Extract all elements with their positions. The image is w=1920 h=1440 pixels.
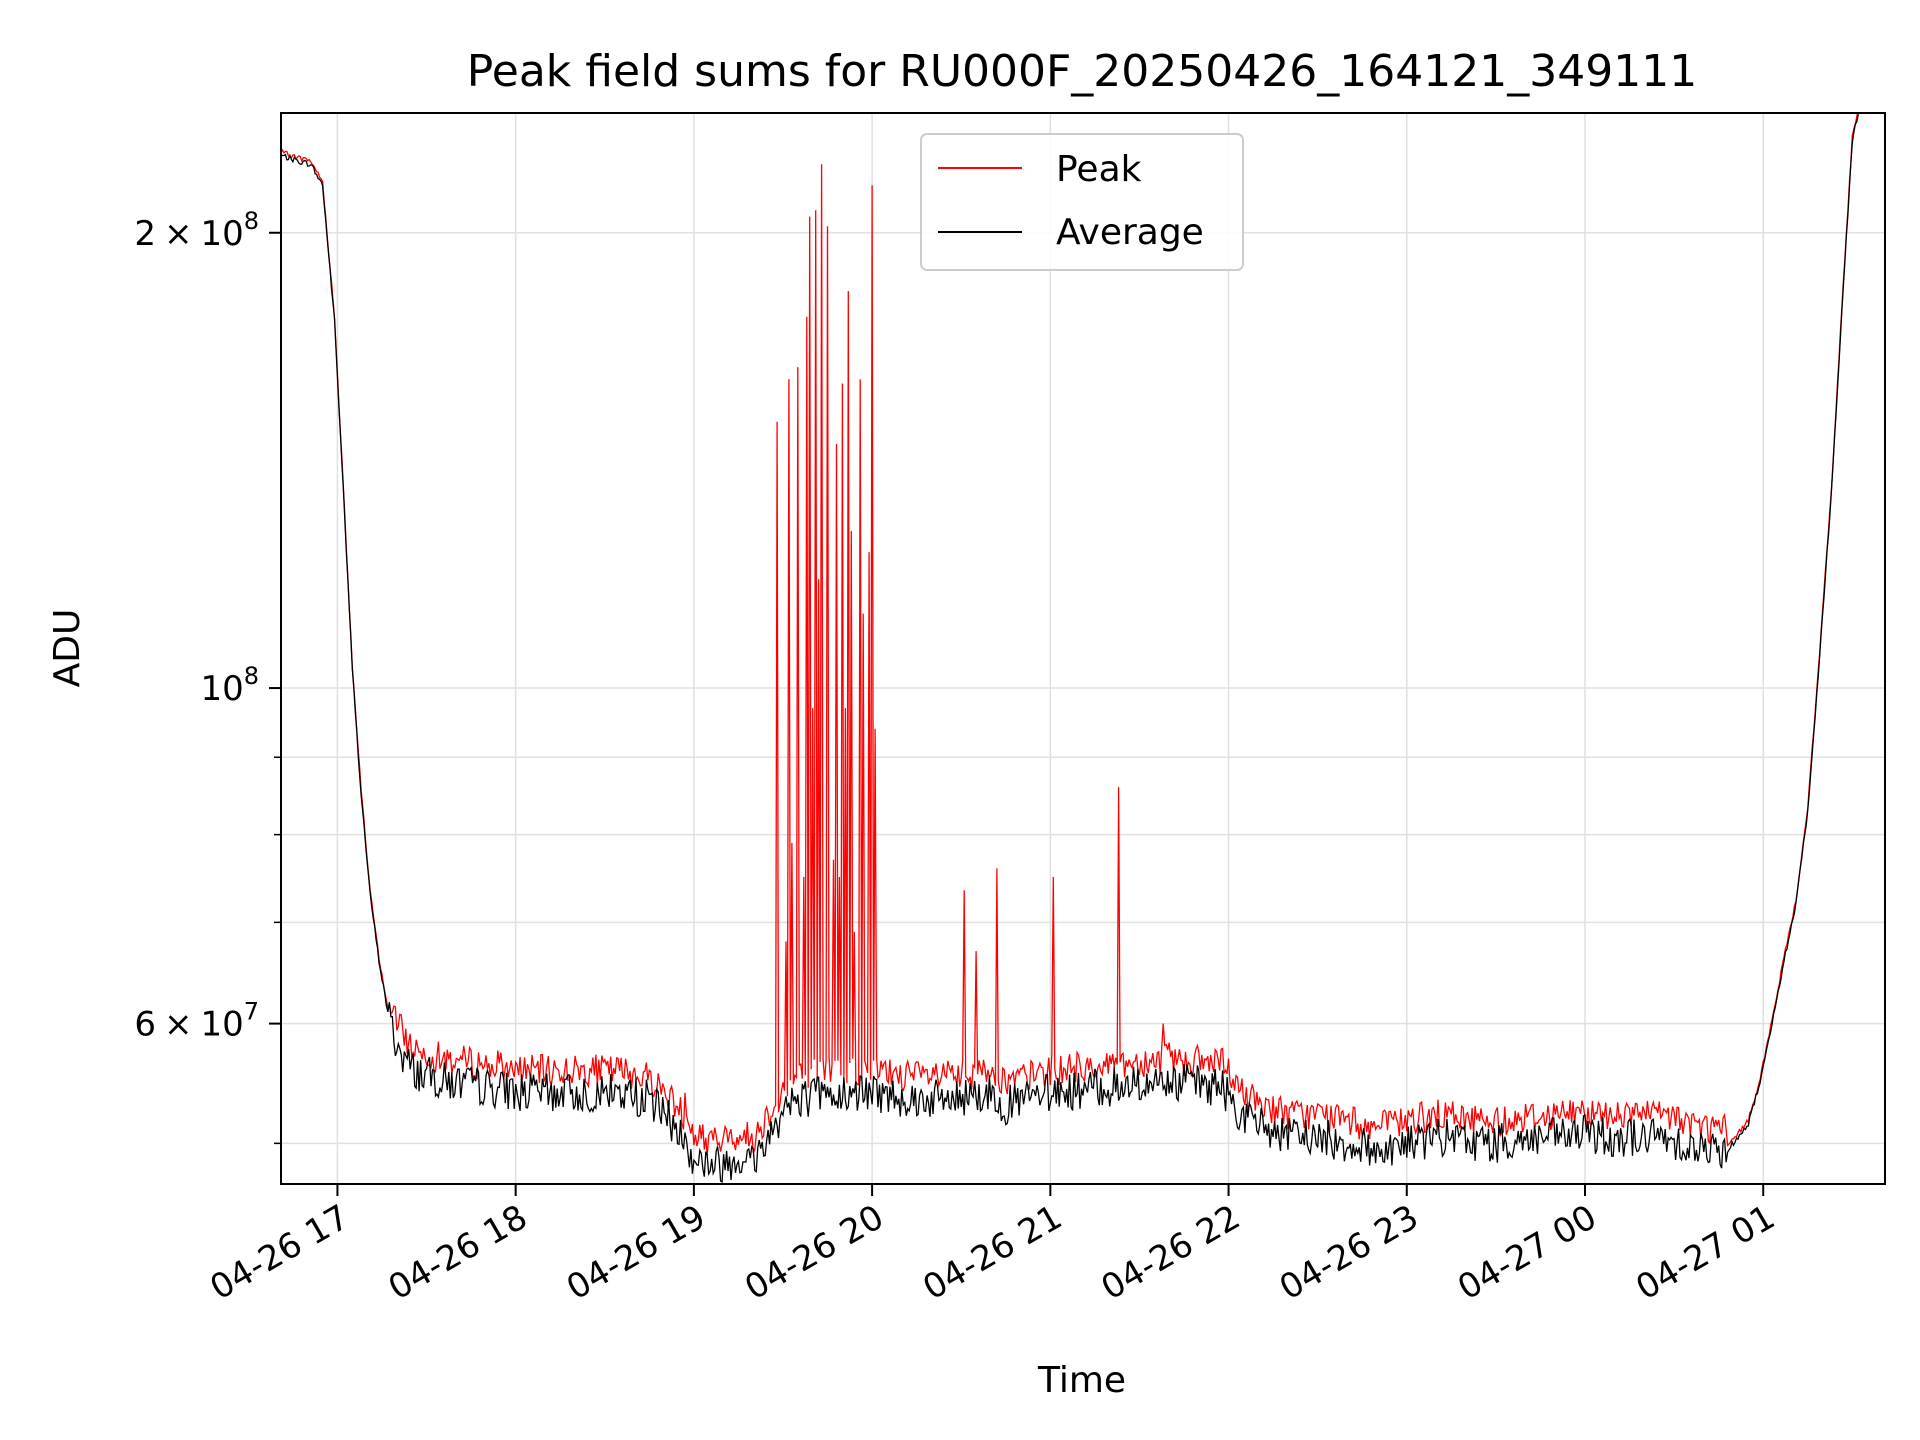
legend-label-average: Average <box>1056 212 1204 253</box>
series-average <box>281 113 1859 1184</box>
peak-line <box>281 113 1859 1156</box>
y-tick-label: 2 × 108 <box>134 207 259 254</box>
series-peak <box>281 113 1859 1156</box>
plot-frame <box>280 112 1886 1185</box>
chart-title: Peak field sums for RU000F_20250426_1641… <box>467 46 1697 97</box>
legend: Peak Average <box>920 133 1244 271</box>
average-line <box>281 113 1859 1184</box>
y-axis: 6 × 107 108 2 × 108 <box>134 207 281 1145</box>
x-axis-label: Time <box>1037 1360 1126 1401</box>
grid-lines <box>281 113 1885 1184</box>
legend-label-peak: Peak <box>1056 149 1142 190</box>
y-tick-label: 6 × 107 <box>134 998 259 1045</box>
y-axis-label: ADU <box>47 609 88 688</box>
y-tick-label: 108 <box>200 662 259 709</box>
